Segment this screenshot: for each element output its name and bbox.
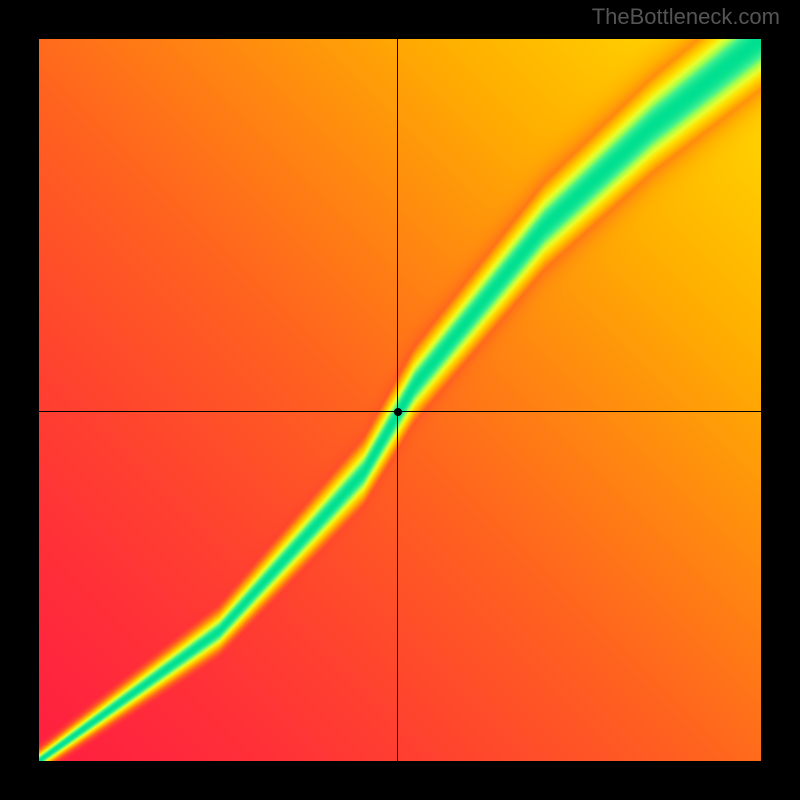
bottleneck-heatmap	[39, 39, 761, 761]
plot-area	[39, 39, 761, 761]
crosshair-vertical	[397, 39, 398, 761]
selection-marker[interactable]	[394, 408, 402, 416]
watermark-text: TheBottleneck.com	[592, 4, 780, 30]
chart-container: TheBottleneck.com	[0, 0, 800, 800]
